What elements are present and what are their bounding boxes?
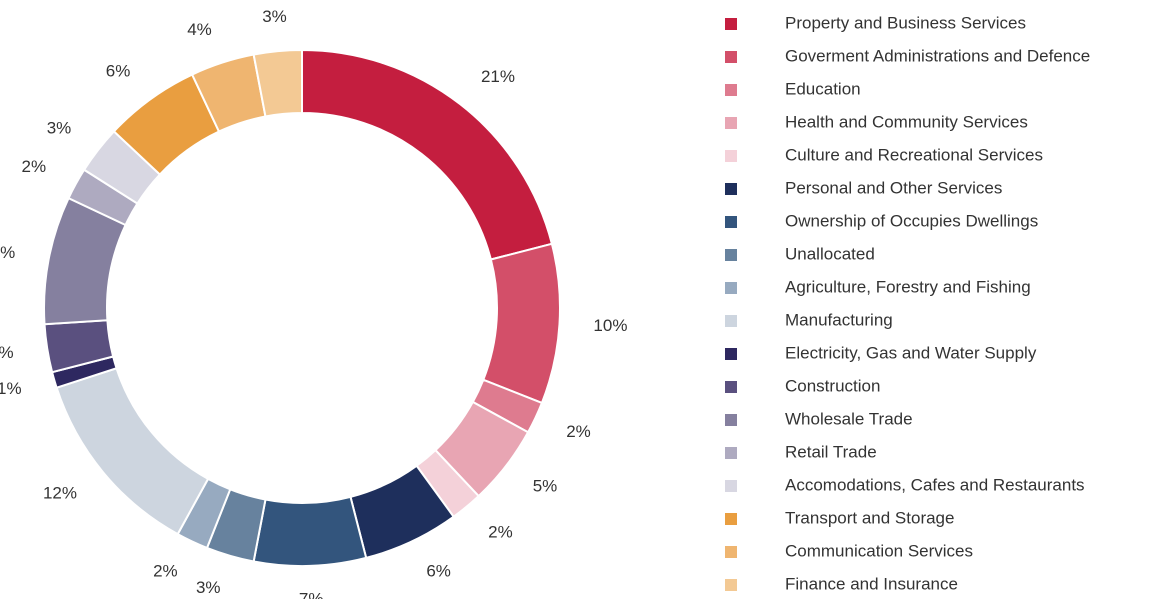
- legend-swatch: [725, 447, 737, 459]
- legend-swatch: [725, 348, 737, 360]
- value-label: 5%: [533, 476, 558, 495]
- value-label: 8%: [0, 243, 15, 262]
- legend-label: Retail Trade: [785, 442, 877, 461]
- donut-slice: [252, 495, 368, 567]
- value-label: 2%: [566, 422, 591, 441]
- legend-label: Manufacturing: [785, 310, 893, 329]
- legend-label: Communication Services: [785, 541, 973, 560]
- value-label: 6%: [106, 61, 131, 80]
- value-label: 12%: [43, 484, 77, 503]
- legend-swatch: [725, 183, 737, 195]
- donut-slice: [55, 366, 210, 536]
- legend-label: Construction: [785, 376, 880, 395]
- legend-swatch: [725, 480, 737, 492]
- legend-swatch: [725, 150, 737, 162]
- legend-label: Culture and Recreational Services: [785, 145, 1043, 164]
- donut-slice: [252, 48, 303, 118]
- legend-swatch: [725, 249, 737, 261]
- value-label: 2%: [153, 562, 178, 581]
- legend-swatch: [725, 84, 737, 96]
- legend-label: Finance and Insurance: [785, 574, 958, 593]
- value-label: 3%: [0, 343, 14, 362]
- legend-label: Agriculture, Forestry and Fishing: [785, 277, 1031, 296]
- value-label: 21%: [481, 67, 515, 86]
- value-label: 3%: [47, 119, 72, 138]
- legend-label: Electricity, Gas and Water Supply: [785, 343, 1037, 362]
- value-label: 2%: [22, 157, 47, 176]
- legend-label: Personal and Other Services: [785, 178, 1002, 197]
- legend-swatch: [725, 18, 737, 30]
- legend-swatch: [725, 414, 737, 426]
- legend-label: Wholesale Trade: [785, 409, 913, 428]
- legend-swatch: [725, 579, 737, 591]
- legend-swatch: [725, 315, 737, 327]
- legend-swatch: [725, 546, 737, 558]
- legend-label: Unallocated: [785, 244, 875, 263]
- legend-label: Goverment Administrations and Defence: [785, 46, 1090, 65]
- legend-swatch: [725, 282, 737, 294]
- legend-label: Transport and Storage: [785, 508, 954, 527]
- donut-slice: [482, 242, 561, 405]
- value-label: 1%: [0, 379, 22, 398]
- value-label: 10%: [593, 316, 627, 335]
- legend-swatch: [725, 117, 737, 129]
- legend-label: Property and Business Services: [785, 13, 1026, 32]
- value-label: 7%: [299, 589, 324, 599]
- value-label: 6%: [426, 562, 451, 581]
- legend-label: Health and Community Services: [785, 112, 1028, 131]
- legend-swatch: [725, 51, 737, 63]
- value-label: 3%: [196, 578, 221, 597]
- value-label: 3%: [262, 7, 287, 26]
- legend-swatch: [725, 216, 737, 228]
- value-label: 4%: [187, 20, 212, 39]
- legend-label: Accomodations, Cafes and Restaurants: [785, 475, 1085, 494]
- legend-swatch: [725, 381, 737, 393]
- legend-label: Education: [785, 79, 861, 98]
- value-label: 2%: [488, 522, 513, 541]
- legend-swatch: [725, 513, 737, 525]
- legend-label: Ownership of Occupies Dwellings: [785, 211, 1038, 230]
